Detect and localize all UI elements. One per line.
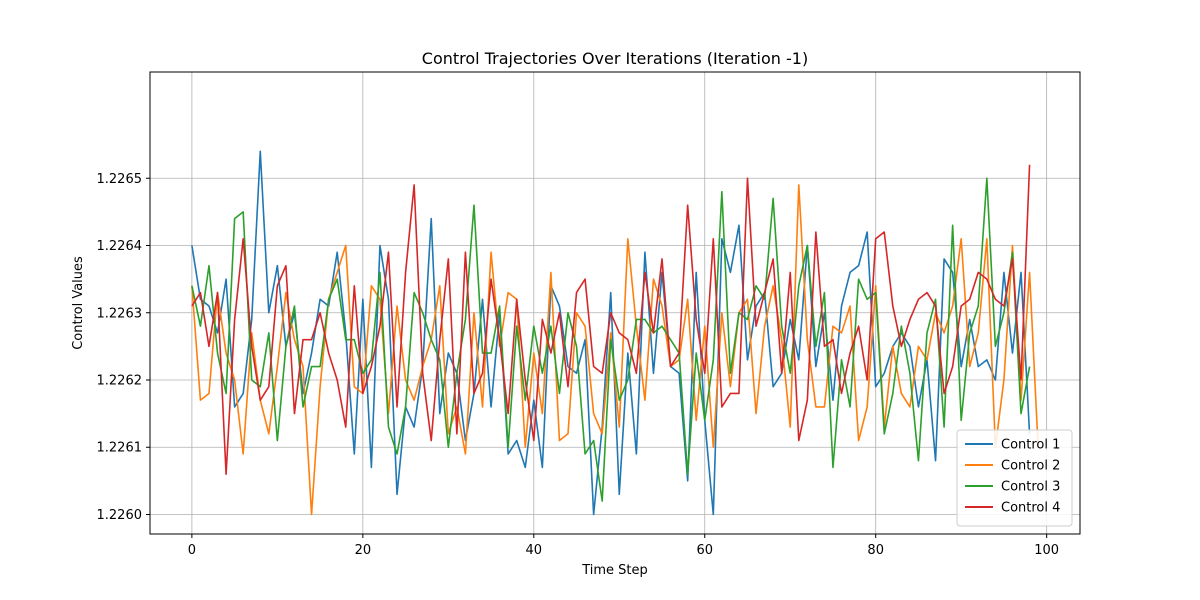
y-tick-label: 1.2262: [97, 374, 143, 389]
x-axis-label: Time Step: [581, 563, 648, 578]
x-axis: 0 20 40 60 80 100: [188, 534, 1059, 558]
x-tick-label: 40: [526, 543, 543, 558]
series-line-control-3: [191, 177, 1031, 502]
chart-title: Control Trajectories Over Iterations (It…: [422, 49, 808, 68]
x-tick-label: 20: [355, 543, 372, 558]
y-tick-label: 1.2261: [97, 441, 143, 456]
x-tick-label: 100: [1034, 543, 1059, 558]
y-tick-label: 1.2260: [97, 508, 143, 523]
legend-label: Control 2: [1001, 459, 1060, 474]
plot-frame: [149, 71, 1081, 535]
y-tick-label: 1.2265: [97, 172, 143, 187]
legend-label: Control 4: [1001, 501, 1060, 516]
y-axis: 1.2260 1.2261 1.2262 1.2263 1.2264 1.2265: [97, 172, 150, 523]
x-tick-label: 80: [867, 543, 884, 558]
x-tick-label: 60: [696, 543, 713, 558]
legend-label: Control 3: [1001, 480, 1060, 495]
y-tick-label: 1.2263: [97, 306, 143, 321]
x-tick-label: 0: [188, 543, 196, 558]
y-tick-label: 1.2264: [97, 239, 143, 254]
grid: [150, 72, 1080, 534]
series-line-control-2: [191, 184, 1039, 516]
legend-label: Control 1: [1001, 438, 1060, 453]
series-line-control-4: [191, 164, 1031, 475]
series-lines: [191, 150, 1039, 516]
y-axis-label: Control Values: [71, 256, 86, 350]
legend: Control 1 Control 2 Control 3 Control 4: [956, 429, 1073, 527]
legend-box: [956, 429, 1073, 527]
